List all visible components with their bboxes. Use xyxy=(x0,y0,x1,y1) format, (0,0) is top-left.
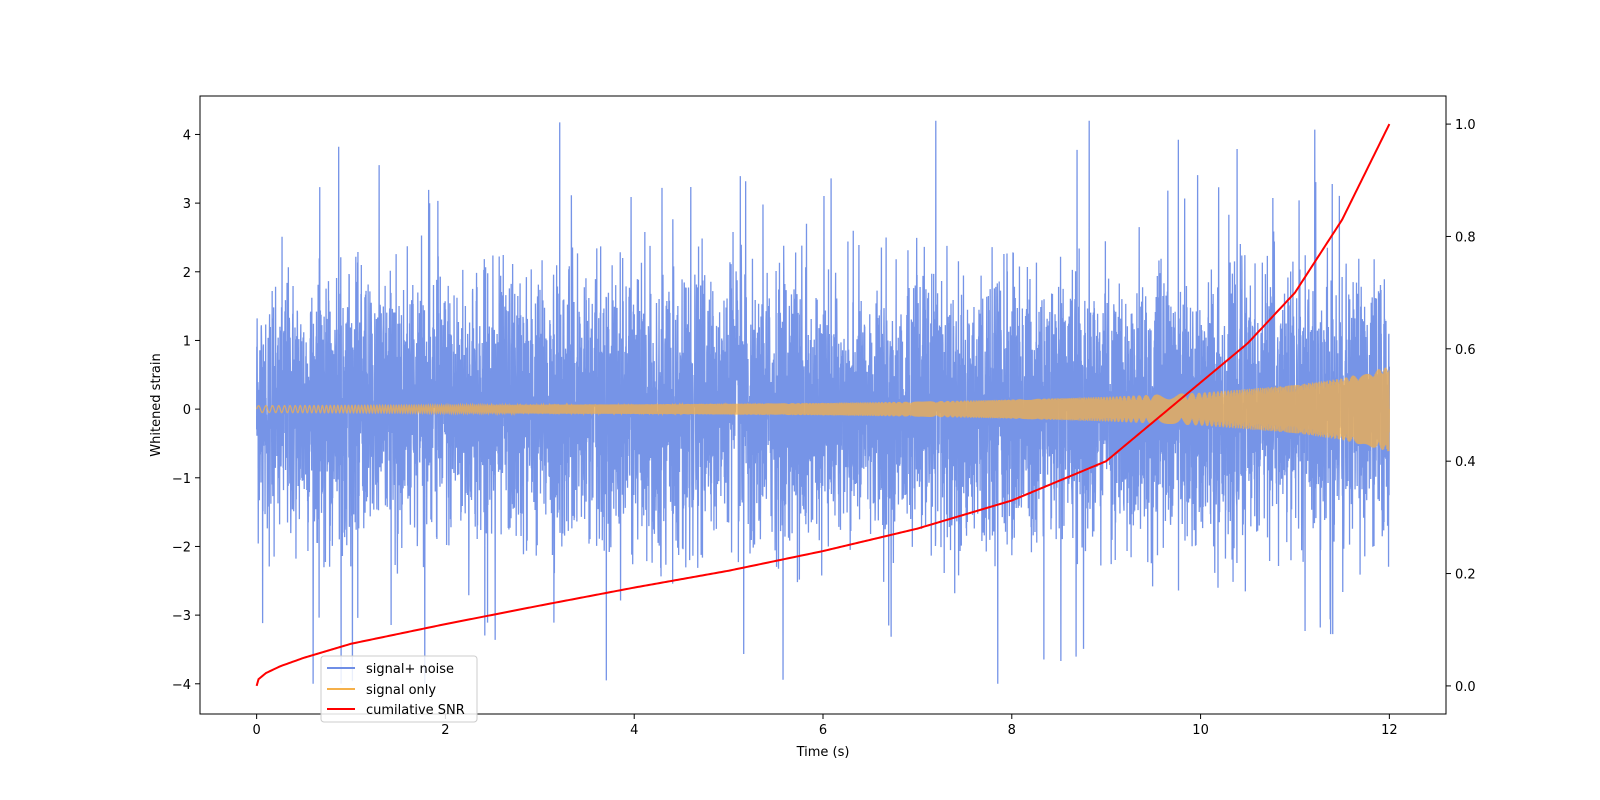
x-tick-label: 6 xyxy=(819,723,827,738)
y-tick-label: −4 xyxy=(172,678,191,693)
y-tick-label: 2 xyxy=(183,266,191,281)
x-tick-label: 10 xyxy=(1192,723,1209,738)
series-signal-only xyxy=(256,367,1391,452)
y-tick-label: 1 xyxy=(183,334,191,349)
y-axis-right: 0.0 0.2 0.4 0.6 0.8 1.0 xyxy=(1446,118,1476,695)
y2-tick-label: 0.4 xyxy=(1455,455,1476,470)
x-axis-label: Time (s) xyxy=(796,745,850,760)
plot-area xyxy=(255,120,1391,687)
y-tick-label: 4 xyxy=(183,128,191,143)
y-tick-label: −1 xyxy=(172,472,191,487)
legend-label-signal-only: signal only xyxy=(366,683,436,698)
legend-box xyxy=(320,655,478,723)
y2-tick-label: 0.2 xyxy=(1455,568,1476,583)
y2-tick-label: 1.0 xyxy=(1455,118,1476,133)
series-cumulative-snr xyxy=(255,123,1391,687)
y2-tick-label: 0.0 xyxy=(1455,680,1476,695)
y-tick-label: −3 xyxy=(172,609,191,624)
x-tick-label: 12 xyxy=(1381,723,1398,738)
x-tick-label: 0 xyxy=(252,723,260,738)
y-tick-label: 0 xyxy=(183,403,191,418)
x-tick-label: 8 xyxy=(1008,723,1016,738)
y-axis-label: Whitened strain xyxy=(149,353,164,456)
y2-tick-label: 0.8 xyxy=(1455,230,1476,245)
legend-label-cumulative-snr: cumilative SNR xyxy=(366,703,465,718)
x-axis: 0 2 4 6 8 10 12 xyxy=(252,714,1398,738)
x-tick-label: 4 xyxy=(630,723,638,738)
y2-tick-label: 0.6 xyxy=(1455,343,1476,358)
legend-label-signal-noise: signal+ noise xyxy=(366,662,454,677)
y-tick-label: −2 xyxy=(172,540,191,555)
x-tick-label: 2 xyxy=(441,723,449,738)
y-axis-left: −4 −3 −2 −1 0 1 2 3 4 xyxy=(172,128,200,693)
legend: signal+ noise signal only cumilative SNR xyxy=(320,655,478,723)
y-tick-label: 3 xyxy=(183,197,191,212)
